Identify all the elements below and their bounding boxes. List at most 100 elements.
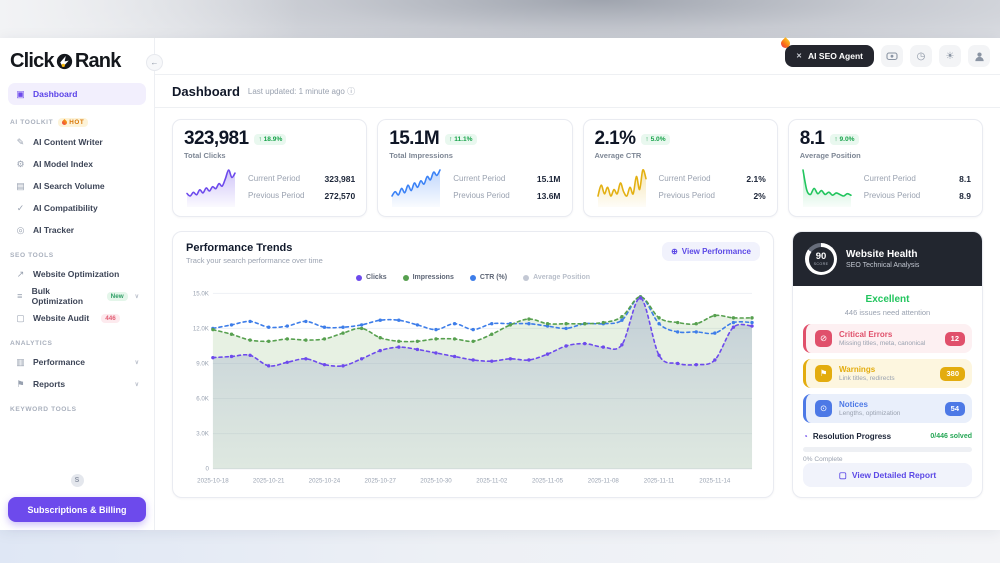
- logo-bird-icon: [56, 53, 73, 70]
- notices-count: 54: [944, 401, 965, 416]
- section-keyword-tools: KEYWORD TOOLS: [10, 406, 77, 413]
- sparkline-chart: [186, 169, 236, 207]
- stat-card-total-clicks: 323,981 ↑ 18.9% Total Clicks Current Per…: [172, 119, 368, 217]
- svg-text:12.0K: 12.0K: [193, 325, 210, 332]
- current-period-label: Current Period: [248, 174, 301, 183]
- sidebar-item-label: Dashboard: [33, 89, 78, 99]
- content-row: Performance Trends Track your search per…: [155, 225, 1000, 498]
- health-title: Website Health: [846, 249, 918, 260]
- page-title: Dashboard: [172, 83, 240, 99]
- view-performance-button[interactable]: ⊕ View Performance: [662, 242, 760, 261]
- notices-icon: ⊙: [815, 400, 832, 417]
- legend-average-position[interactable]: Average Position: [523, 274, 590, 281]
- section-analytics: ANALYTICS: [10, 340, 53, 347]
- warnings-card[interactable]: ⚑ Warnings Link titles, redirects 380: [803, 359, 972, 388]
- health-header: 90 SCORE Website Health SEO Technical An…: [793, 232, 982, 286]
- health-score: 90: [815, 250, 827, 262]
- list-icon: ≡: [17, 291, 23, 301]
- legend-dot: [402, 274, 409, 281]
- svg-text:2025-10-24: 2025-10-24: [309, 478, 341, 485]
- topbar: ✕ AI SEO Agent ◷ ☀: [155, 37, 1000, 75]
- subscriptions-billing-button[interactable]: Subscriptions & Billing: [8, 497, 146, 522]
- clickrank-logo[interactable]: Click Rank: [8, 46, 146, 83]
- warnings-count: 380: [940, 366, 965, 381]
- performance-chart: 0 3.0K 6.0K 9.0K 12.0K 15.0K 2025-10-18 2025-10…: [193, 290, 754, 485]
- view-detailed-report-button[interactable]: ▢ View Detailed Report: [803, 463, 972, 487]
- chart-legend: Clicks Impressions CTR (%) Average Posit…: [186, 274, 760, 281]
- document-icon: ▢: [838, 469, 847, 480]
- legend-clicks[interactable]: Clicks: [355, 274, 387, 281]
- notices-card[interactable]: ⊙ Notices Lengths, optimization 54: [803, 394, 972, 423]
- stat-label: Total Clicks: [184, 151, 226, 160]
- critical-errors-icon: ⊘: [815, 330, 832, 347]
- previous-period-value: 2%: [753, 190, 766, 201]
- current-period-value: 8.1: [959, 173, 971, 184]
- resolution-progress-label: Resolution Progress: [812, 432, 892, 441]
- bar-chart-icon: ▥: [16, 356, 25, 367]
- stat-label: Total Impressions: [389, 151, 453, 160]
- sidebar-item-bulk-optimization[interactable]: ≡ Bulk Optimization New ∨: [8, 285, 146, 307]
- main-area: ✕ AI SEO Agent ◷ ☀ Dashboard Last update…: [155, 37, 1000, 530]
- sun-icon: ☀: [945, 50, 955, 62]
- trends-subtitle: Track your search performance over time: [186, 256, 323, 265]
- delta-badge: ↑ 9.0%: [830, 133, 859, 145]
- sparkline-chart: [391, 169, 442, 207]
- new-badge: New: [106, 291, 128, 301]
- stat-value: 323,981: [184, 128, 249, 149]
- current-period-value: 15.1M: [536, 173, 561, 184]
- sidebar-item-ai-search-volume[interactable]: ▤ AI Search Volume: [16, 180, 105, 192]
- stats-row: 323,981 ↑ 18.9% Total Clicks Current Per…: [155, 108, 1000, 225]
- previous-period-label: Previous Period: [863, 191, 921, 200]
- sidebar-item-dashboard[interactable]: ▣ Dashboard: [8, 83, 146, 105]
- health-score-caption: SCORE: [813, 262, 829, 267]
- target-icon: ◎: [16, 224, 25, 235]
- current-period-value: 323,981: [324, 173, 356, 184]
- arrow-up-icon: ↑: [834, 135, 838, 143]
- timer-icon: ◔: [803, 432, 808, 441]
- chevron-down-icon: ∨: [134, 381, 139, 388]
- previous-period-value: 13.6M: [536, 190, 561, 201]
- dashboard-icon: ▣: [16, 88, 25, 99]
- profile-button[interactable]: [968, 45, 990, 67]
- video-button[interactable]: [881, 45, 903, 67]
- chevron-down-icon: ∨: [134, 359, 139, 366]
- ai-seo-agent-button[interactable]: ✕ AI SEO Agent: [779, 37, 874, 67]
- background-bottom-strip: [0, 530, 1000, 563]
- pencil-icon: ✎: [16, 136, 25, 147]
- health-subtitle: SEO Technical Analysis: [846, 262, 920, 269]
- last-updated-text: Last updated: 1 minute ago ⓘ: [247, 86, 356, 96]
- critical-errors-count: 12: [944, 331, 965, 346]
- sidebar-item-ai-tracker[interactable]: ◎ AI Tracker: [16, 224, 75, 236]
- current-period-label: Current Period: [863, 174, 916, 183]
- sidebar-item-reports[interactable]: ⚑ Reports ∨: [16, 378, 139, 390]
- logo-text-click: Click: [10, 50, 55, 72]
- trends-title: Performance Trends: [186, 242, 293, 254]
- previous-period-label: Previous Period: [453, 191, 510, 200]
- stat-card-total-impressions: 15.1M ↑ 11.1% Total Impressions Current …: [377, 119, 573, 217]
- sidebar-item-ai-content-writer[interactable]: ✎ AI Content Writer: [16, 136, 103, 148]
- svg-text:2025-11-05: 2025-11-05: [532, 478, 564, 485]
- theme-toggle-button[interactable]: ☀: [939, 45, 961, 67]
- sidebar-item-ai-compatibility[interactable]: ✓ AI Compatibility: [16, 202, 98, 214]
- history-button[interactable]: ◷: [910, 45, 932, 67]
- scroll-indicator[interactable]: S: [70, 474, 84, 487]
- section-seo-tools: SEO TOOLS: [10, 252, 54, 259]
- legend-impressions[interactable]: Impressions: [402, 274, 454, 281]
- sidebar-item-website-optimization[interactable]: ↗ Website Optimization: [16, 268, 120, 280]
- sidebar-item-website-audit[interactable]: ▢ Website Audit 446: [8, 307, 146, 329]
- chart-icon: ▤: [16, 180, 25, 191]
- legend-ctr[interactable]: CTR (%): [469, 274, 507, 281]
- svg-text:2025-10-18: 2025-10-18: [197, 478, 229, 485]
- sidebar-item-ai-model-index[interactable]: ⚙ AI Model Index: [16, 158, 93, 170]
- health-issues-text: 446 issues need attention: [844, 308, 931, 317]
- critical-errors-card[interactable]: ⊘ Critical Errors Missing titles, meta, …: [803, 324, 972, 353]
- svg-text:2025-10-21: 2025-10-21: [253, 478, 285, 485]
- background-top-strip: [0, 0, 1000, 38]
- sidebar-collapse-button[interactable]: ←: [146, 54, 163, 71]
- sidebar-item-performance[interactable]: ▥ Performance ∨: [16, 356, 139, 368]
- info-icon[interactable]: ⓘ: [347, 86, 356, 96]
- resolution-progress-value: 0/446 solved: [930, 433, 972, 440]
- stat-value: 15.1M: [389, 128, 440, 149]
- stat-label: Average Position: [799, 151, 861, 160]
